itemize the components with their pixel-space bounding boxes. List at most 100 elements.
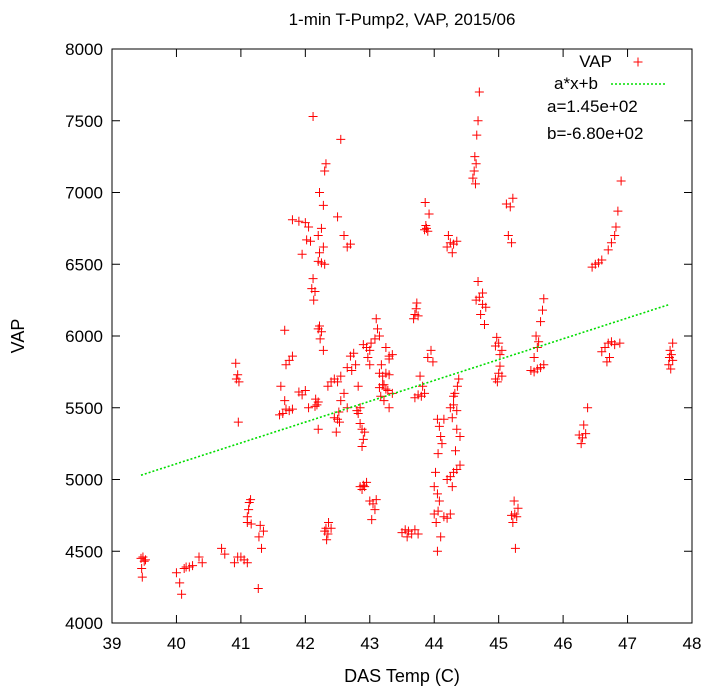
x-tick-label: 48 bbox=[683, 634, 702, 653]
data-point bbox=[443, 231, 453, 241]
data-point bbox=[360, 482, 370, 492]
data-point bbox=[492, 332, 502, 342]
data-point bbox=[455, 460, 465, 470]
legend-label-vap: VAP bbox=[579, 52, 612, 71]
data-point bbox=[141, 555, 151, 565]
data-point bbox=[334, 417, 344, 427]
data-point bbox=[479, 320, 489, 330]
data-point bbox=[179, 563, 189, 573]
data-point bbox=[579, 420, 589, 430]
data-point bbox=[318, 345, 328, 355]
x-tick-label: 47 bbox=[618, 634, 637, 653]
data-point bbox=[242, 518, 252, 528]
data-point bbox=[610, 231, 620, 241]
data-point bbox=[449, 400, 459, 410]
data-point bbox=[664, 360, 674, 370]
data-point bbox=[508, 518, 518, 528]
data-point bbox=[347, 365, 357, 375]
data-point bbox=[420, 388, 430, 398]
data-point bbox=[311, 394, 321, 404]
data-point bbox=[345, 239, 355, 249]
data-point bbox=[322, 535, 332, 545]
data-point bbox=[581, 429, 591, 439]
y-tick-label: 7000 bbox=[65, 184, 103, 203]
data-point bbox=[294, 216, 304, 226]
data-point bbox=[304, 222, 314, 232]
data-point bbox=[513, 503, 523, 513]
data-point bbox=[315, 248, 325, 258]
data-point bbox=[171, 568, 181, 578]
data-point bbox=[194, 552, 204, 562]
data-point bbox=[468, 173, 478, 183]
data-point bbox=[367, 515, 377, 525]
y-axis-title: VAP bbox=[8, 319, 28, 354]
data-point bbox=[602, 357, 612, 367]
data-point bbox=[333, 377, 343, 387]
data-point bbox=[320, 166, 330, 176]
data-point bbox=[447, 248, 457, 258]
data-point bbox=[313, 231, 323, 241]
x-tick-label: 43 bbox=[360, 634, 379, 653]
data-point bbox=[336, 396, 346, 406]
data-point bbox=[510, 543, 520, 553]
data-point bbox=[349, 348, 359, 358]
data-point bbox=[470, 152, 480, 162]
data-point bbox=[454, 374, 464, 384]
data-point bbox=[175, 578, 185, 588]
data-point bbox=[358, 434, 368, 444]
data-point bbox=[583, 403, 593, 413]
data-point bbox=[529, 353, 539, 363]
data-point bbox=[381, 342, 391, 352]
data-point bbox=[326, 523, 336, 533]
data-point bbox=[412, 298, 422, 308]
data-point bbox=[244, 505, 254, 515]
y-tick-label: 7500 bbox=[65, 112, 103, 131]
x-axis-title: DAS Temp (C) bbox=[344, 666, 460, 686]
data-point bbox=[492, 377, 502, 387]
data-point bbox=[362, 477, 372, 487]
y-tick-label: 5000 bbox=[65, 471, 103, 490]
data-point bbox=[481, 302, 491, 312]
data-point bbox=[503, 231, 513, 241]
data-point bbox=[324, 518, 334, 528]
data-point bbox=[666, 350, 676, 360]
data-point bbox=[501, 199, 511, 209]
data-point bbox=[287, 404, 297, 414]
data-point bbox=[373, 324, 383, 334]
data-point bbox=[323, 529, 333, 539]
data-point bbox=[606, 238, 616, 248]
x-tick-label: 46 bbox=[554, 634, 573, 653]
data-point bbox=[469, 166, 479, 176]
x-tick-label: 42 bbox=[296, 634, 315, 653]
data-point bbox=[423, 353, 433, 363]
data-point bbox=[302, 235, 312, 245]
data-point bbox=[439, 414, 449, 424]
data-point bbox=[308, 274, 318, 284]
data-point bbox=[381, 384, 391, 394]
data-point bbox=[611, 222, 621, 232]
ticks-layer: 39 40 41 42 43 44 45 46 47 48 4000 4500 5000 5500 6000… bbox=[65, 40, 701, 653]
data-point bbox=[217, 543, 227, 553]
data-point bbox=[432, 489, 442, 499]
data-point bbox=[452, 406, 462, 416]
data-point bbox=[434, 496, 444, 506]
data-point bbox=[357, 441, 367, 451]
data-point bbox=[473, 276, 483, 286]
data-point bbox=[229, 558, 239, 568]
data-point bbox=[383, 386, 393, 396]
data-point bbox=[434, 421, 444, 431]
data-point bbox=[231, 358, 241, 368]
data-point bbox=[495, 361, 505, 371]
data-point bbox=[436, 431, 446, 441]
y-tick-label: 6500 bbox=[65, 255, 103, 274]
y-tick-label: 4000 bbox=[65, 614, 103, 633]
chart-title: 1-min T-Pump2, VAP, 2015/06 bbox=[289, 10, 516, 29]
data-point bbox=[420, 198, 430, 208]
data-point bbox=[539, 360, 549, 370]
data-point bbox=[244, 497, 254, 507]
data-point bbox=[429, 482, 439, 492]
data-point bbox=[246, 519, 256, 529]
data-point bbox=[333, 212, 343, 222]
data-point bbox=[433, 449, 443, 459]
